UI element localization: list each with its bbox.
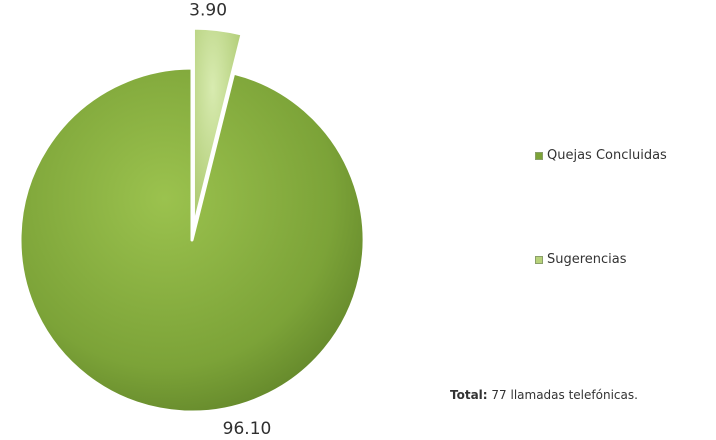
total-note: Total: 77 llamadas telefónicas.: [450, 388, 710, 402]
data-label-quejas-concluidas: 96.10: [223, 419, 272, 439]
pie-slice-sugerencias: [191, 26, 244, 230]
legend-swatch-quejas-concluidas: [535, 151, 543, 160]
legend-item-sugerencias: Sugerencias: [535, 252, 627, 267]
legend-swatch-sugerencias: [535, 255, 543, 264]
data-label-sugerencias: 3.90: [189, 1, 227, 21]
pie-slice-quejas-concluidas: [18, 66, 366, 414]
legend-item-quejas-concluidas: Quejas Concluidas: [535, 148, 667, 163]
total-note-label: Total:: [450, 388, 488, 402]
total-note-text: 77 llamadas telefónicas.: [487, 388, 638, 402]
legend-label-sugerencias: Sugerencias: [547, 252, 627, 267]
legend-label-quejas-concluidas: Quejas Concluidas: [547, 148, 667, 163]
